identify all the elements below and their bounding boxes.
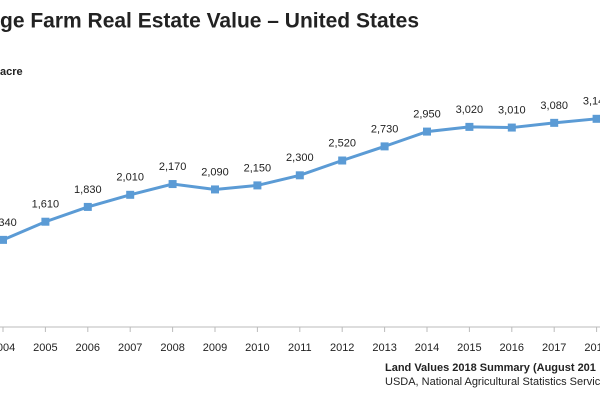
value-label: 2,730	[371, 123, 399, 135]
x-tick-label: 2018	[584, 342, 600, 354]
x-tick-label: 2006	[76, 342, 100, 354]
x-tick-label: 2009	[203, 342, 227, 354]
marker	[253, 181, 262, 190]
value-label: 3,080	[540, 100, 568, 112]
marker	[211, 185, 219, 194]
y-axis-label: acre	[0, 66, 23, 78]
value-label: 1,830	[74, 184, 102, 196]
source: USDA, National Agricultural Statistics S…	[385, 376, 600, 388]
x-tick-label: 2011	[288, 342, 312, 354]
marker	[338, 156, 347, 165]
value-label: 1,340	[0, 217, 17, 229]
x-tick-label: 2014	[415, 342, 439, 354]
x-tick-label: 2007	[118, 342, 142, 354]
value-label: 3,140	[583, 96, 600, 108]
value-label: 3,010	[498, 104, 526, 116]
value-label: 1,610	[32, 199, 60, 211]
x-tick-label: 2017	[542, 342, 566, 354]
x-tick-label: 2005	[33, 342, 57, 354]
marker	[126, 190, 135, 199]
value-label: 2,170	[159, 161, 187, 173]
x-tick-label: 2013	[372, 342, 396, 354]
marker	[41, 217, 50, 226]
marker	[83, 202, 92, 211]
value-label: 2,950	[413, 108, 441, 120]
chart-title: ge Farm Real Estate Value – United State…	[0, 10, 419, 33]
value-label: 2,010	[116, 172, 144, 184]
x-tick-label: 2015	[457, 342, 481, 354]
marker	[592, 114, 600, 123]
x-tick-label: 2012	[330, 342, 354, 354]
value-label: 2,150	[244, 162, 272, 174]
x-tick-label: 2016	[500, 342, 524, 354]
value-label: 2,090	[201, 166, 229, 178]
source-title: Land Values 2018 Summary (August 201	[385, 362, 596, 374]
value-label: 2,520	[328, 137, 356, 149]
x-tick-label: 2008	[160, 342, 184, 354]
marker	[423, 127, 431, 136]
value-label: 3,020	[456, 104, 484, 116]
marker	[0, 235, 7, 244]
marker	[295, 171, 304, 180]
x-tick-label: 2004	[0, 342, 15, 354]
value-label: 2,300	[286, 152, 314, 164]
marker	[507, 123, 516, 132]
marker	[550, 118, 559, 127]
marker	[380, 142, 389, 151]
marker	[465, 122, 474, 131]
marker	[168, 180, 177, 189]
x-tick-label: 2010	[245, 342, 269, 354]
